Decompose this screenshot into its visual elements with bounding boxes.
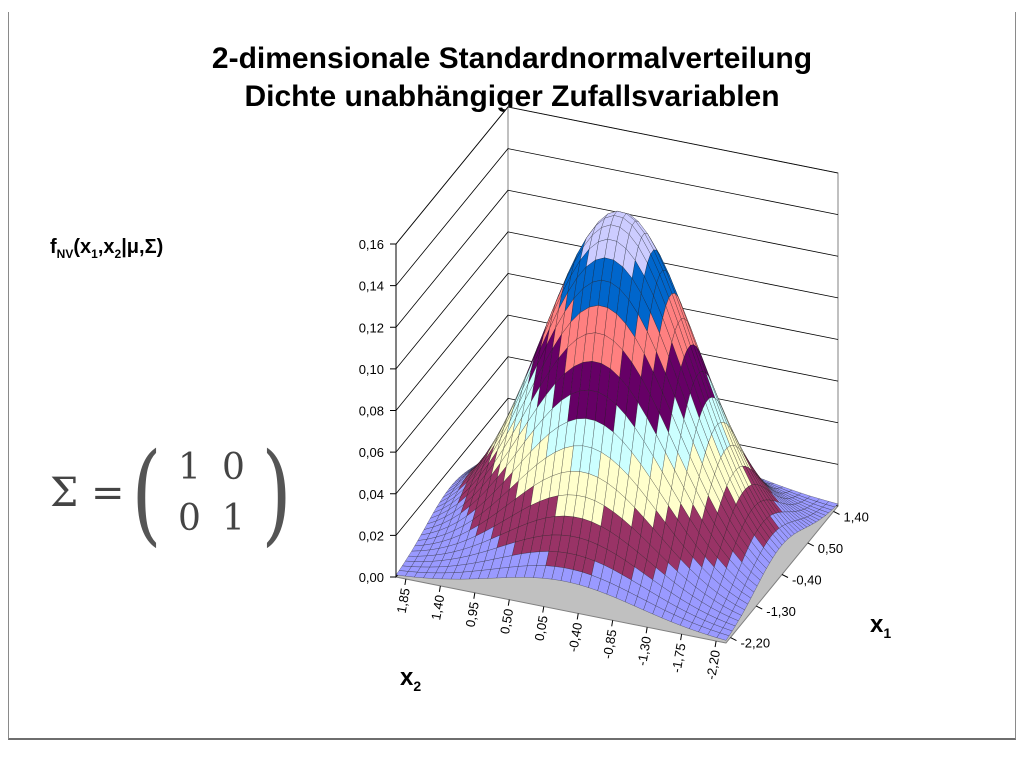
x2-axis-title: x2 (400, 664, 421, 694)
x1-tick-label: 0,50 (818, 541, 843, 556)
x1-tick-mark (756, 605, 763, 610)
x2-tick-label: -1,75 (669, 642, 689, 674)
x1-tick-label: -1,30 (766, 604, 796, 619)
z-gridline (395, 106, 839, 245)
z-tick-label: 0,10 (359, 362, 384, 377)
x2-tick-label: -1,30 (634, 635, 654, 667)
z-tick-label: 0,14 (359, 279, 384, 294)
x2-tick-mark (576, 613, 579, 620)
z-tick-label: 0,02 (359, 528, 384, 543)
x2-tick-label: -0,85 (600, 628, 620, 660)
matrix-cell: 1 (177, 447, 201, 488)
right-paren: ) (261, 429, 292, 557)
x2-tick-mark (542, 606, 545, 613)
x2-tick-label: 1,85 (394, 587, 413, 615)
surface-mesh (395, 210, 839, 641)
axis-ticks: 0,00 0,02 0,04 0,06 0,08 0,10 0,12 0,14 0,16 1,40… (359, 237, 869, 681)
z-tick-label: 0,12 (359, 320, 384, 335)
x1-tick-mark (833, 511, 840, 515)
x1-tick-mark (781, 574, 789, 578)
x2-tick-mark (438, 585, 441, 592)
z-tick-label: 0,04 (359, 487, 384, 502)
z-tick-label: 0,16 (359, 237, 384, 252)
z-gridline (395, 314, 839, 453)
left-paren: ( (130, 429, 161, 557)
x2-tick-label: -2,20 (703, 649, 723, 681)
chart-frame (8, 12, 1016, 740)
x2-tick-label: 0,05 (532, 614, 551, 642)
x2-tick-label: 0,50 (497, 608, 516, 636)
surface-cell (716, 632, 730, 641)
matrix-cell: 0 (177, 498, 201, 539)
x2-tick-mark (473, 592, 476, 599)
z-gridline (395, 189, 839, 328)
axis-titles: x1 x2 (400, 611, 891, 694)
z-tick-label: 0,06 (359, 445, 384, 460)
x1-tick-mark (730, 637, 737, 641)
x2-tick-label: 1,40 (428, 594, 447, 622)
z-gridline (395, 273, 839, 411)
covariance-matrix: Σ = ( 1 0 0 1 ) (50, 438, 298, 548)
matrix-cell: 1 (221, 498, 245, 539)
x2-tick-mark (714, 640, 717, 648)
x2-tick-mark (680, 634, 683, 641)
x1-axis-title: x1 (870, 611, 891, 641)
x2-tick-label: -0,40 (565, 621, 585, 653)
sigma-symbol: Σ = (50, 470, 125, 516)
z-tick-label: 0,00 (359, 570, 384, 585)
x2-tick-label: 0,95 (463, 601, 482, 629)
z-gridline (395, 231, 839, 370)
x1-tick-mark (807, 542, 814, 547)
x1-tick-label: 1,40 (844, 509, 869, 524)
x1-tick-label: -2,20 (740, 636, 770, 651)
z-gridline (395, 356, 839, 495)
x2-tick-mark (645, 627, 648, 634)
x2-tick-mark (507, 599, 510, 606)
z-gridline (395, 148, 839, 286)
z-axis-title: fNV(x1,x2|μ,Σ) (50, 236, 164, 261)
x1-tick-label: -0,40 (792, 573, 822, 588)
chart-title: 2-dimensionale Standardnormalverteilung (211, 42, 813, 75)
x2-tick-mark (611, 620, 614, 627)
z-tick-label: 0,08 (359, 404, 384, 419)
matrix-cell: 0 (221, 447, 245, 488)
x2-tick-mark (404, 578, 407, 586)
